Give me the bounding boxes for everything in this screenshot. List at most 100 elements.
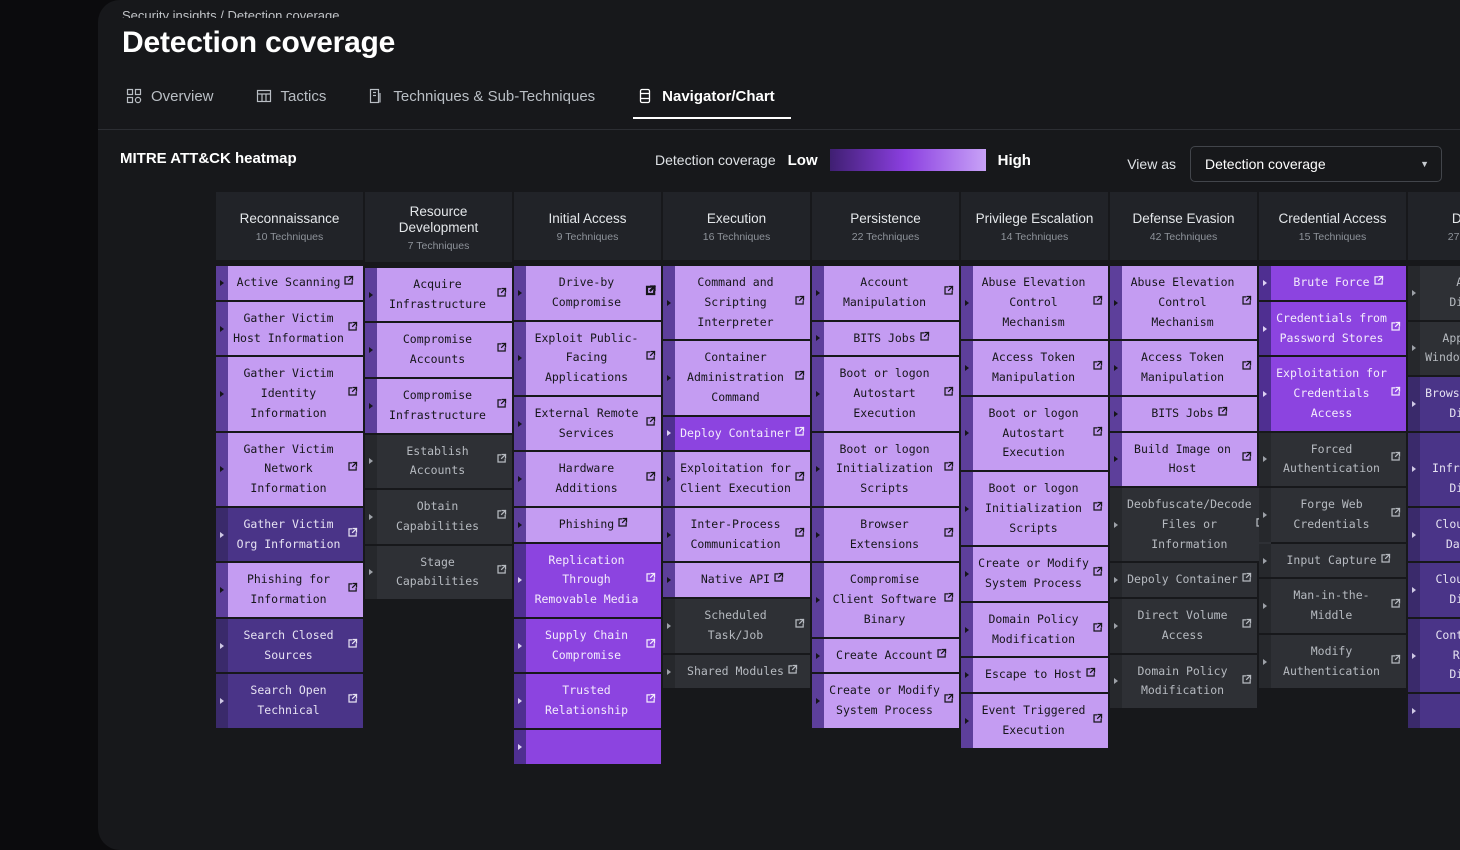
- matrix-cell[interactable]: Gather Victim Host Information: [216, 301, 363, 356]
- expand-technique-toggle[interactable]: [663, 563, 675, 598]
- technique-cell-body[interactable]: Compromise Accounts: [377, 323, 512, 377]
- matrix-cell[interactable]: Browser Bookmary Discovery: [1408, 377, 1460, 431]
- tab-navigator-chart[interactable]: Navigator/Chart: [633, 84, 791, 119]
- technique-cell-body[interactable]: Escape to Host: [973, 658, 1108, 693]
- expand-technique-toggle[interactable]: [514, 507, 526, 542]
- expand-technique-toggle[interactable]: [1110, 266, 1122, 340]
- matrix-cell[interactable]: Forge Web Credentials: [1259, 488, 1406, 542]
- technique-cell-body[interactable]: Create Account: [824, 638, 959, 673]
- matrix-cell[interactable]: Command and Scripting Interpreter: [663, 266, 810, 340]
- matrix-cell[interactable]: Acquire Infrastructure: [365, 267, 512, 322]
- expand-technique-toggle[interactable]: [216, 507, 228, 562]
- technique-cell-body[interactable]: Forge Web Credentials: [1271, 488, 1406, 542]
- external-link-icon[interactable]: [617, 515, 628, 535]
- external-link-icon[interactable]: [645, 283, 656, 303]
- external-link-icon[interactable]: [787, 662, 798, 682]
- expand-technique-toggle[interactable]: [365, 434, 377, 489]
- matrix-cell[interactable]: Boot or logon Autostart Execution: [812, 357, 959, 431]
- matrix-cell[interactable]: Compromise Accounts: [365, 323, 512, 377]
- expand-technique-toggle[interactable]: [812, 507, 824, 562]
- matrix-cell[interactable]: Container Administration Command: [663, 341, 810, 415]
- expand-technique-toggle[interactable]: [663, 599, 675, 653]
- external-link-icon[interactable]: [919, 329, 930, 349]
- technique-cell-body[interactable]: Modify Authentication: [1271, 634, 1406, 689]
- expand-technique-toggle[interactable]: [365, 267, 377, 322]
- expand-technique-toggle[interactable]: [663, 266, 675, 340]
- mitre-attack-matrix[interactable]: Reconnaissance 10 Techniques Active Scanni…: [216, 192, 1460, 850]
- expand-technique-toggle[interactable]: [1408, 266, 1420, 320]
- matrix-cell[interactable]: Shared Modules: [663, 654, 810, 689]
- external-link-icon[interactable]: [1390, 384, 1401, 404]
- technique-cell-body[interactable]: Exploit Public-Facing Applications: [526, 321, 661, 395]
- technique-cell-body[interactable]: Compromise Client Software Binary: [824, 563, 959, 637]
- matrix-cell[interactable]: Brute Force: [1259, 266, 1406, 300]
- technique-cell-body[interactable]: Replication Through Removable Media: [526, 543, 661, 617]
- external-link-icon[interactable]: [347, 384, 358, 404]
- external-link-icon[interactable]: [1092, 293, 1103, 313]
- matrix-cell[interactable]: Search Closed Sources: [216, 618, 363, 673]
- technique-cell-body[interactable]: Boot or logon Initialization Scripts: [824, 432, 959, 506]
- external-link-icon[interactable]: [1092, 499, 1103, 519]
- expand-technique-toggle[interactable]: [961, 266, 973, 340]
- external-link-icon[interactable]: [943, 590, 954, 610]
- matrix-cell[interactable]: Inter-Process Communication: [663, 507, 810, 562]
- expand-technique-toggle[interactable]: [812, 357, 824, 431]
- matrix-cell[interactable]: Trusted Relationship: [514, 674, 661, 729]
- technique-cell-body[interactable]: Direct Volume Access: [1122, 599, 1257, 653]
- matrix-cell[interactable]: Application Window Discovery: [1408, 321, 1460, 376]
- expand-technique-toggle[interactable]: [812, 674, 824, 729]
- matrix-cell[interactable]: Native API: [663, 563, 810, 598]
- matrix-cell[interactable]: Deploy Container: [663, 416, 810, 451]
- technique-cell-body[interactable]: Create or Modify System Process: [973, 547, 1108, 601]
- expand-technique-toggle[interactable]: [961, 396, 973, 471]
- column-header[interactable]: Execution 16 Techniques: [663, 192, 810, 260]
- external-link-icon[interactable]: [794, 525, 805, 545]
- technique-cell-body[interactable]: Phishing: [526, 507, 661, 542]
- expand-technique-toggle[interactable]: [812, 321, 824, 356]
- view-as-select[interactable]: Detection coverage ▼: [1190, 146, 1442, 182]
- matrix-cell[interactable]: BITS Jobs: [1110, 396, 1257, 431]
- technique-cell-body[interactable]: Native API: [675, 563, 810, 598]
- external-link-icon[interactable]: [1241, 449, 1252, 469]
- technique-cell-body[interactable]: Abuse Elevation Control Mechanism: [1122, 266, 1257, 340]
- technique-cell-body[interactable]: Cloud Service Discovery: [1420, 563, 1460, 617]
- matrix-cell[interactable]: Compromise Client Software Binary: [812, 563, 959, 637]
- matrix-cell[interactable]: Obtain Capabilities: [365, 490, 512, 544]
- matrix-cell[interactable]: Phishing: [514, 507, 661, 542]
- technique-cell-body[interactable]: Scheduled Task/Job: [675, 599, 810, 653]
- external-link-icon[interactable]: [1092, 358, 1103, 378]
- technique-cell-body[interactable]: Account Manipulation: [824, 266, 959, 320]
- technique-cell-body[interactable]: Man-in-the-Middle: [1271, 579, 1406, 633]
- external-link-icon[interactable]: [1380, 551, 1391, 571]
- external-link-icon[interactable]: [645, 348, 656, 368]
- expand-technique-toggle[interactable]: [1259, 543, 1271, 578]
- expand-technique-toggle[interactable]: [514, 674, 526, 729]
- expand-technique-toggle[interactable]: [812, 563, 824, 637]
- matrix-cell[interactable]: Active Scanning: [216, 266, 363, 300]
- external-link-icon[interactable]: [1373, 273, 1384, 293]
- external-link-icon[interactable]: [943, 283, 954, 303]
- matrix-cell[interactable]: Modify Authentication: [1259, 634, 1406, 689]
- external-link-icon[interactable]: [496, 451, 507, 471]
- matrix-cell[interactable]: Access Token Manipulation: [1110, 341, 1257, 395]
- matrix-cell[interactable]: Container and Resource Discovery: [1408, 618, 1460, 693]
- external-link-icon[interactable]: [347, 580, 358, 600]
- expand-technique-toggle[interactable]: [216, 563, 228, 617]
- expand-technique-toggle[interactable]: [663, 416, 675, 451]
- technique-cell-body[interactable]: Exploitation for Credentials Access: [1271, 357, 1406, 431]
- expand-technique-toggle[interactable]: [365, 545, 377, 600]
- expand-technique-toggle[interactable]: [1110, 488, 1122, 562]
- technique-cell-body[interactable]: Search Open Technical: [228, 674, 363, 729]
- expand-technique-toggle[interactable]: [216, 618, 228, 673]
- expand-technique-toggle[interactable]: [1110, 432, 1122, 487]
- column-header[interactable]: Persistence 22 Techniques: [812, 192, 959, 260]
- technique-cell-body[interactable]: [526, 730, 661, 765]
- external-link-icon[interactable]: [1217, 404, 1228, 424]
- matrix-cell[interactable]: Event Triggered Execution: [961, 694, 1108, 748]
- technique-cell-body[interactable]: Access Token Manipulation: [973, 341, 1108, 395]
- expand-technique-toggle[interactable]: [1110, 396, 1122, 431]
- expand-technique-toggle[interactable]: [663, 507, 675, 562]
- technique-cell-body[interactable]: Event Triggered Execution: [973, 694, 1108, 748]
- expand-technique-toggle[interactable]: [514, 321, 526, 395]
- expand-technique-toggle[interactable]: [961, 472, 973, 546]
